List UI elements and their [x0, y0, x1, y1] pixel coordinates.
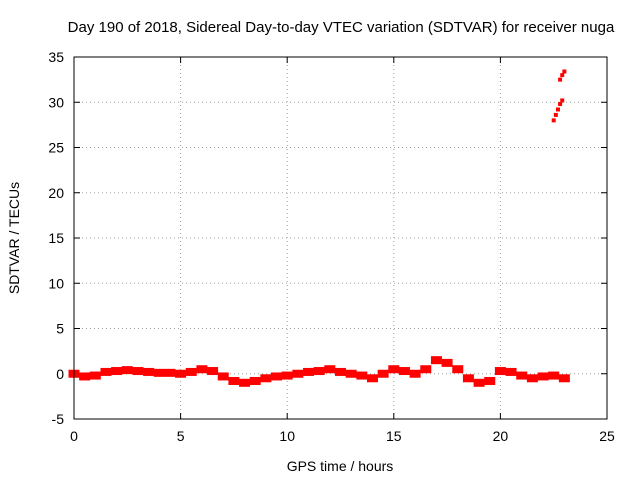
- x-tick-label: 0: [70, 428, 78, 444]
- data-point: [111, 367, 123, 376]
- data-point: [473, 378, 485, 387]
- y-tick-label: 25: [48, 140, 64, 156]
- data-point: [560, 98, 565, 103]
- y-tick-label: 20: [48, 185, 64, 201]
- plot-border: [73, 56, 608, 420]
- x-tick-label: 5: [177, 428, 185, 444]
- data-point: [494, 367, 506, 376]
- data-point: [249, 376, 261, 385]
- data-point: [89, 371, 101, 380]
- data-point: [143, 367, 155, 376]
- data-point: [420, 365, 432, 374]
- data-point: [558, 77, 563, 82]
- grid: [74, 57, 607, 419]
- data-point: [452, 365, 464, 374]
- data-point: [462, 374, 474, 383]
- data-point: [551, 118, 556, 123]
- data-point: [430, 356, 442, 365]
- data-point: [324, 365, 336, 374]
- data-point: [366, 374, 378, 383]
- data-point: [555, 107, 560, 112]
- data-point: [560, 73, 565, 78]
- data-point: [217, 372, 229, 381]
- y-tick-label: 15: [48, 230, 64, 246]
- y-tick-label: 10: [48, 275, 64, 291]
- data-point: [537, 372, 549, 381]
- x-axis-label: GPS time / hours: [287, 458, 394, 474]
- data-point: [260, 374, 272, 383]
- data-point: [79, 372, 91, 381]
- y-tick-label: 5: [56, 321, 64, 337]
- data-point: [562, 69, 567, 74]
- y-axis-label: SDTVAR / TECUs: [6, 182, 22, 294]
- data-point: [377, 369, 389, 378]
- data-point: [484, 376, 496, 385]
- data-point: [228, 376, 240, 385]
- data-point: [281, 371, 293, 380]
- x-tick-label: 20: [493, 428, 509, 444]
- y-tick-label: 0: [56, 366, 64, 382]
- x-tick-label: 10: [279, 428, 295, 444]
- data-point: [548, 371, 560, 380]
- y-tick-label: 30: [48, 94, 64, 110]
- data-points: [68, 69, 570, 387]
- data-point: [505, 367, 517, 376]
- data-point: [196, 365, 208, 374]
- y-tick-label: 35: [48, 49, 64, 65]
- chart-title: Day 190 of 2018, Sidereal Day-to-day VTE…: [68, 19, 615, 36]
- data-point: [271, 372, 283, 381]
- data-point: [409, 369, 421, 378]
- data-point: [441, 358, 453, 367]
- ticks: 0 5 10 15 20 25 -5 0 5 10 15 20 25 30 35: [48, 49, 615, 444]
- data-point: [100, 367, 112, 376]
- data-point: [132, 367, 144, 376]
- data-point: [553, 112, 558, 117]
- y-tick-label: -5: [52, 411, 65, 427]
- data-point: [526, 374, 538, 383]
- data-point: [558, 102, 563, 107]
- data-point: [121, 366, 133, 375]
- data-point: [398, 367, 410, 376]
- data-point: [313, 367, 325, 376]
- x-tick-label: 15: [386, 428, 402, 444]
- data-point: [207, 367, 219, 376]
- data-point: [356, 371, 368, 380]
- data-point: [558, 374, 570, 383]
- data-point: [345, 369, 357, 378]
- x-tick-label: 25: [599, 428, 615, 444]
- data-point: [239, 378, 251, 387]
- data-point: [175, 369, 187, 378]
- data-point: [303, 367, 315, 376]
- data-point: [388, 365, 400, 374]
- data-point: [292, 369, 304, 378]
- data-point: [335, 367, 346, 376]
- data-point: [185, 367, 197, 376]
- data-point: [164, 368, 176, 377]
- data-point: [516, 371, 528, 380]
- data-point: [153, 368, 165, 377]
